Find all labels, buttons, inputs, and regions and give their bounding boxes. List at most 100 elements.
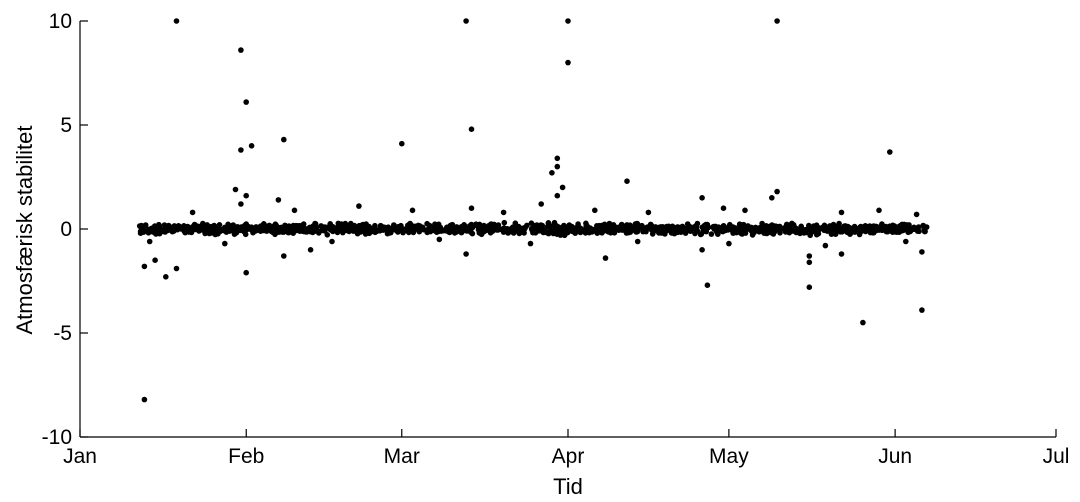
data-point	[774, 188, 780, 195]
data-point	[451, 230, 458, 236]
data-point	[784, 228, 790, 235]
data-point	[406, 225, 412, 231]
data-point	[159, 227, 166, 234]
data-point	[669, 223, 676, 230]
data-point	[551, 219, 558, 226]
data-point	[602, 255, 609, 261]
data-point	[794, 227, 801, 233]
data-point	[307, 247, 314, 253]
data-point	[453, 224, 460, 230]
data-point	[577, 229, 584, 236]
data-point	[919, 249, 925, 255]
data-point	[151, 229, 157, 236]
data-point	[813, 228, 820, 235]
data-point	[176, 225, 183, 232]
data-point	[275, 197, 282, 203]
data-point	[243, 269, 249, 276]
data-point	[699, 195, 705, 201]
data-point	[592, 207, 598, 214]
data-point	[714, 228, 721, 235]
data-point	[919, 307, 925, 313]
data-point	[625, 229, 632, 236]
x-tick-label: Jan	[63, 445, 97, 468]
data-point	[458, 225, 465, 232]
data-point	[281, 136, 287, 143]
data-point	[171, 223, 178, 229]
data-point	[678, 229, 684, 235]
data-point	[838, 251, 845, 257]
data-point	[196, 225, 203, 232]
data-point	[264, 223, 271, 230]
data-point	[189, 209, 196, 216]
data-points	[136, 18, 930, 403]
data-point	[285, 229, 292, 236]
data-point	[759, 220, 765, 227]
data-point	[886, 225, 893, 231]
x-tick-label: Jul	[1043, 445, 1070, 468]
data-point	[554, 192, 561, 199]
data-point	[830, 229, 837, 236]
data-point	[640, 228, 646, 235]
data-point	[409, 207, 416, 214]
data-point	[449, 224, 456, 231]
data-point	[545, 230, 552, 237]
data-point	[911, 224, 917, 231]
data-point	[476, 221, 483, 228]
data-point	[140, 223, 147, 230]
data-point	[238, 47, 244, 53]
x-tick-label: Apr	[552, 445, 585, 468]
data-point	[173, 265, 180, 272]
x-axis-label: Tid	[553, 474, 583, 499]
data-point	[171, 228, 177, 234]
y-tick-label: 10	[49, 10, 72, 33]
data-point	[500, 209, 507, 216]
data-point	[238, 147, 244, 153]
data-point	[540, 227, 546, 234]
data-point	[388, 229, 394, 236]
data-point	[903, 238, 909, 245]
data-point	[163, 274, 169, 280]
data-point	[407, 220, 413, 227]
data-point	[726, 240, 732, 247]
data-point	[357, 225, 363, 232]
data-point	[682, 230, 689, 236]
data-point	[281, 253, 287, 259]
data-point	[319, 227, 326, 234]
data-point	[511, 227, 518, 234]
data-point	[232, 186, 239, 193]
data-point	[293, 227, 299, 233]
data-point	[647, 221, 654, 228]
data-point	[554, 155, 561, 162]
data-point	[356, 203, 362, 209]
data-point	[223, 229, 230, 235]
y-tick-label: -10	[42, 426, 72, 449]
data-point	[521, 225, 527, 231]
data-point	[653, 227, 660, 234]
data-point	[692, 230, 698, 237]
data-point	[675, 224, 681, 230]
data-point	[214, 224, 221, 231]
data-point	[167, 224, 173, 230]
data-point	[892, 229, 898, 235]
data-point	[393, 225, 400, 232]
data-point	[565, 18, 571, 24]
data-point	[703, 228, 709, 235]
data-point	[468, 126, 475, 132]
data-point	[896, 223, 903, 230]
data-point	[722, 227, 729, 234]
data-point	[860, 319, 866, 326]
data-point	[501, 219, 508, 226]
data-point	[538, 201, 544, 207]
data-point	[861, 224, 867, 230]
data-point	[209, 230, 215, 236]
data-point	[270, 229, 276, 236]
data-point	[806, 225, 813, 231]
data-point	[869, 225, 876, 231]
data-point	[774, 18, 780, 24]
data-point	[271, 224, 277, 230]
data-point	[772, 225, 779, 232]
data-point	[481, 223, 487, 229]
data-point	[549, 170, 555, 176]
data-point	[745, 223, 751, 229]
